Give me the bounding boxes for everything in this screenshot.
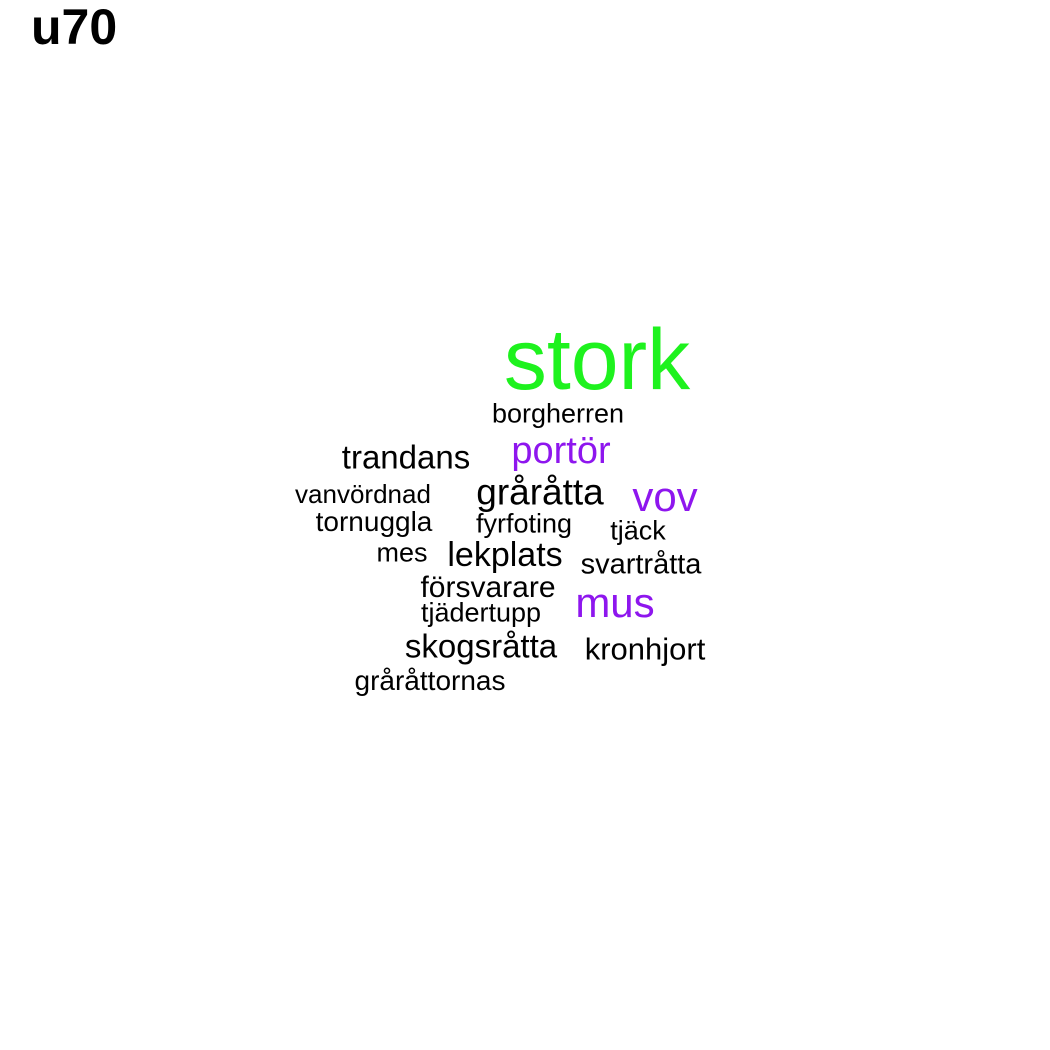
word-kronhjort: kronhjort bbox=[584, 631, 706, 667]
word-tjack: tjäck bbox=[610, 515, 666, 546]
word-mes: mes bbox=[376, 537, 428, 568]
word-vov: vov bbox=[632, 473, 698, 520]
word-svartratta: svartråtta bbox=[580, 548, 702, 581]
word-tornuggla: tornuggla bbox=[315, 506, 433, 537]
word-portor: portör bbox=[511, 430, 611, 472]
page-title: u70 bbox=[31, 0, 118, 55]
word-graraattornas: gråråttornas bbox=[354, 665, 506, 696]
word-tjadertupp: tjädertupp bbox=[420, 597, 542, 628]
word-trandans: trandans bbox=[341, 438, 471, 476]
word-fyrfoting: fyrfoting bbox=[475, 508, 573, 539]
word-borgherren: borgherren bbox=[491, 398, 625, 429]
word-graratta: gråråtta bbox=[476, 471, 604, 513]
word-lekplats: lekplats bbox=[447, 536, 563, 574]
word-mus: mus bbox=[575, 579, 655, 626]
word-vanvordnad: vanvördnad bbox=[295, 479, 431, 509]
word-skogsratta: skogsråtta bbox=[404, 627, 558, 665]
word-forsvarare: försvarare bbox=[420, 571, 556, 604]
word-stork: stork bbox=[503, 312, 691, 408]
